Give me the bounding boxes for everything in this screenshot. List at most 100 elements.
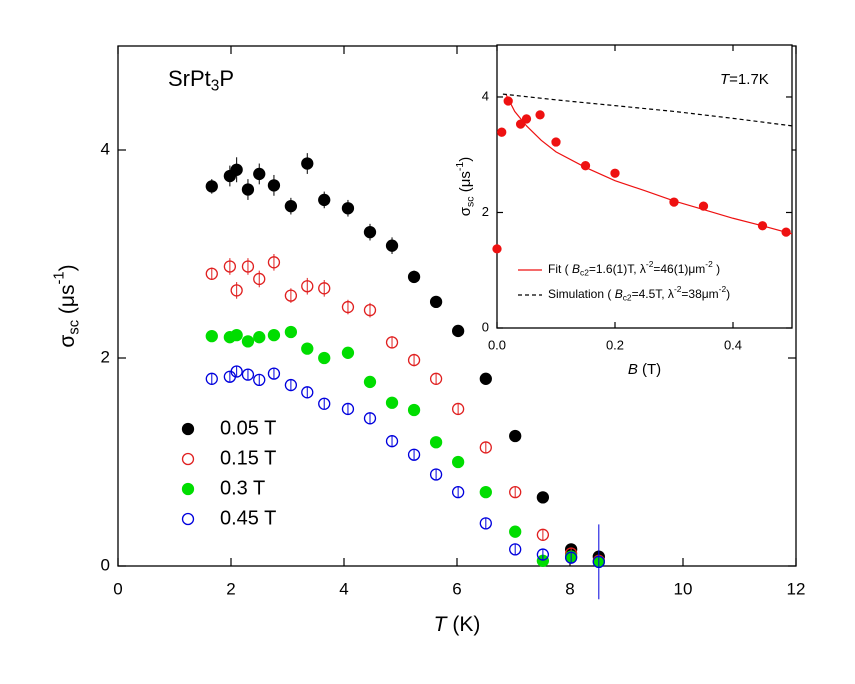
legend-swatch <box>181 452 195 466</box>
annotation-part: P <box>219 66 234 91</box>
y-axis-label: σsc (μs-1) <box>454 157 477 216</box>
data-point <box>451 402 465 416</box>
x-axis-label: B (T) <box>628 361 661 378</box>
data-point <box>492 244 502 254</box>
data-point <box>253 373 266 386</box>
data-point <box>429 436 443 449</box>
fit-line <box>505 93 793 235</box>
data-point <box>241 368 255 381</box>
y-axis-label: σsc (μs-1) <box>51 264 82 347</box>
data-point <box>407 353 421 367</box>
data-point <box>407 270 421 284</box>
x-tick-label: 12 <box>787 579 806 598</box>
data-point <box>267 179 281 192</box>
data-point <box>385 239 399 252</box>
data-point <box>497 127 507 137</box>
y-axis-label-part: sc <box>66 320 82 335</box>
y-axis-label-part: σ <box>457 206 474 216</box>
data-point <box>341 202 355 215</box>
data-point <box>363 226 377 239</box>
data-point <box>230 284 243 297</box>
data-point <box>535 110 545 120</box>
legend-label: Fit ( Bc2=1.6(1)T, λ-2=46(1)μm-2 ) <box>548 259 720 277</box>
legend-swatch <box>181 512 195 526</box>
x-axis-label: T (K) <box>434 613 481 636</box>
legend-label-part: =1.6(1)T, λ <box>589 262 646 276</box>
legend-label-part: ) <box>713 262 720 276</box>
legend-label-part: -2 <box>646 259 654 269</box>
x-axis-label-part: (K) <box>447 613 481 636</box>
annotation-part: 3 <box>211 78 220 95</box>
data-point <box>318 193 331 207</box>
data-point <box>341 300 355 314</box>
data-point <box>363 375 377 389</box>
y-axis-label-part: sc <box>464 196 476 207</box>
y-axis-label-part: ) <box>56 264 79 271</box>
data-point <box>253 167 266 181</box>
data-point <box>284 289 298 302</box>
x-tick-label: 0.0 <box>488 338 506 353</box>
legend-label-part: B <box>615 287 623 301</box>
legend-swatch <box>181 422 195 436</box>
legend-label: 0.45 T <box>220 507 276 529</box>
legend-label-part: -2 <box>674 284 682 294</box>
x-tick-label: 0 <box>113 579 122 598</box>
data-point <box>429 295 443 308</box>
data-point <box>205 372 218 385</box>
data-point <box>205 180 218 193</box>
data-point <box>385 396 399 409</box>
legend-label-part: Simulation ( <box>548 287 615 301</box>
data-point <box>318 351 331 365</box>
data-point <box>536 548 550 561</box>
plot-frame <box>496 44 793 329</box>
data-point <box>205 330 218 343</box>
data-point <box>253 331 266 344</box>
x-tick-label: 0.4 <box>724 338 742 353</box>
annotation-part: T <box>720 71 731 88</box>
x-axis-label-part: B <box>628 361 638 378</box>
x-tick-label: 6 <box>452 579 461 598</box>
data-point <box>479 372 492 385</box>
annotation-part: =1.7K <box>729 71 769 88</box>
data-point <box>363 412 377 425</box>
legend-label-part: =46(1)μm <box>653 262 705 276</box>
legend-label-part: c2 <box>580 268 589 278</box>
data-point <box>509 543 522 556</box>
data-point <box>205 267 218 280</box>
data-point <box>610 168 620 178</box>
data-point <box>479 441 492 454</box>
data-point <box>509 525 522 538</box>
data-point <box>301 386 314 399</box>
x-tick-label: 4 <box>339 579 348 598</box>
y-tick-label: 4 <box>482 88 489 103</box>
legend-label-part: -2 <box>719 284 727 294</box>
legend-swatch <box>181 482 195 496</box>
data-point <box>536 491 550 504</box>
legend-label: 0.3 T <box>220 477 265 499</box>
data-point <box>301 157 314 170</box>
fit-line <box>502 93 793 127</box>
data-point <box>451 455 465 469</box>
annotation: SrPt3P <box>168 66 234 95</box>
data-point <box>341 402 355 416</box>
data-point <box>241 335 255 348</box>
legend-label-part: -2 <box>705 259 713 269</box>
annotation: T=1.7K <box>720 71 769 88</box>
y-axis-label-part: -1 <box>454 162 466 171</box>
data-point <box>341 346 355 359</box>
legend-label-part: =4.5T, λ <box>632 287 674 301</box>
data-point <box>241 260 255 273</box>
data-point <box>267 256 281 269</box>
data-point <box>301 280 314 293</box>
data-point <box>551 137 561 147</box>
data-point <box>267 328 281 342</box>
y-axis-label-part: (μs <box>457 171 474 196</box>
data-point <box>509 486 522 499</box>
data-point <box>429 372 443 385</box>
data-point <box>284 325 298 339</box>
data-point <box>536 528 550 541</box>
data-point <box>230 328 243 342</box>
data-point <box>241 183 255 196</box>
